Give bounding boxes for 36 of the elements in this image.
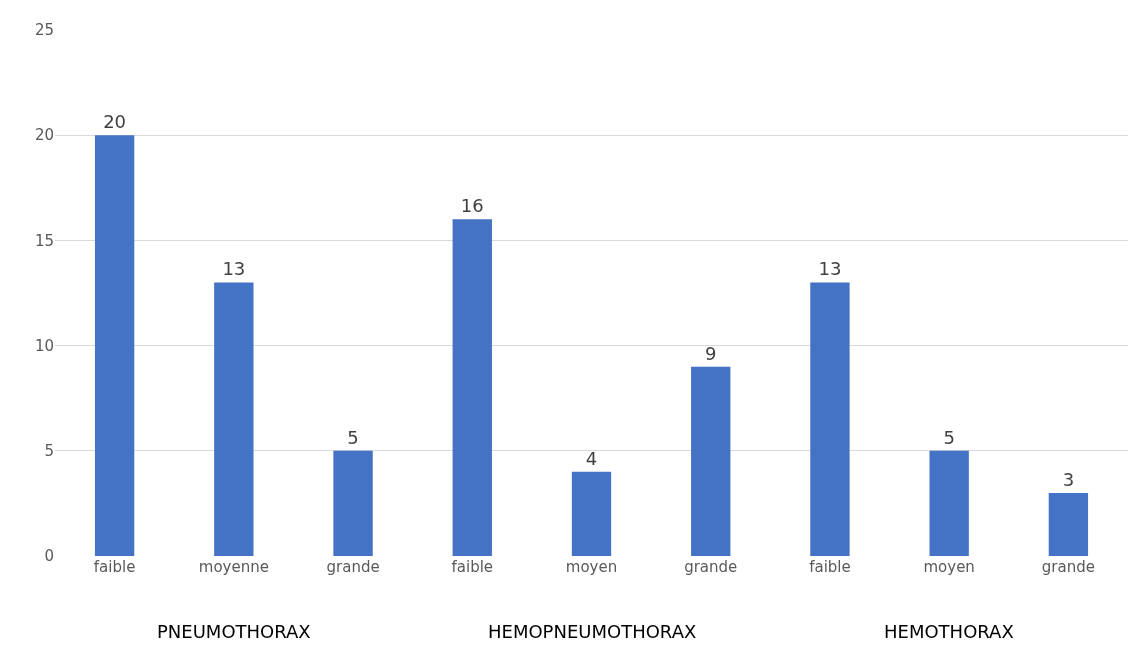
data-label: 4 (585, 447, 598, 469)
bar (452, 219, 492, 556)
data-label: 5 (347, 426, 359, 448)
bar (929, 450, 969, 556)
y-tick-label: 5 (44, 442, 54, 461)
text: HEMOTHORAX (884, 621, 1014, 642)
data-label: 9 (704, 342, 717, 364)
bar (691, 366, 731, 556)
y-tick-label: 15 (34, 231, 54, 250)
x-tick-label: grande (326, 558, 380, 576)
x-tick-label: grande (1041, 558, 1095, 576)
bar (810, 282, 850, 556)
bar (571, 471, 612, 556)
data-label: 13 (818, 258, 842, 280)
data-label: 5 (943, 426, 955, 448)
data-label: 20 (103, 111, 127, 133)
x-tick-label: faible (451, 558, 494, 576)
data-label: 3 (1062, 468, 1075, 490)
text: HEMOPNEUMOTHORAX (488, 621, 697, 642)
y-tick-label: 25 (34, 21, 54, 40)
x-tick-label: faible (809, 558, 851, 576)
x-tick-label: moyen (565, 558, 618, 576)
x-tick-label: moyenne (198, 558, 269, 576)
bar (214, 282, 254, 556)
y-tick-label: 10 (34, 336, 54, 355)
y-tick-label: 20 (34, 126, 54, 145)
data-label: 16 (460, 195, 484, 217)
x-tick-label: grande (684, 558, 738, 576)
y-tick-label: 0 (44, 547, 54, 566)
x-tick-label: faible (93, 558, 136, 576)
bar (1048, 492, 1089, 556)
bar (333, 450, 373, 556)
data-label: 13 (222, 258, 246, 280)
x-tick-label: moyen (923, 558, 975, 576)
text: PNEUMOTHORAX (157, 621, 311, 642)
bar (94, 135, 135, 556)
